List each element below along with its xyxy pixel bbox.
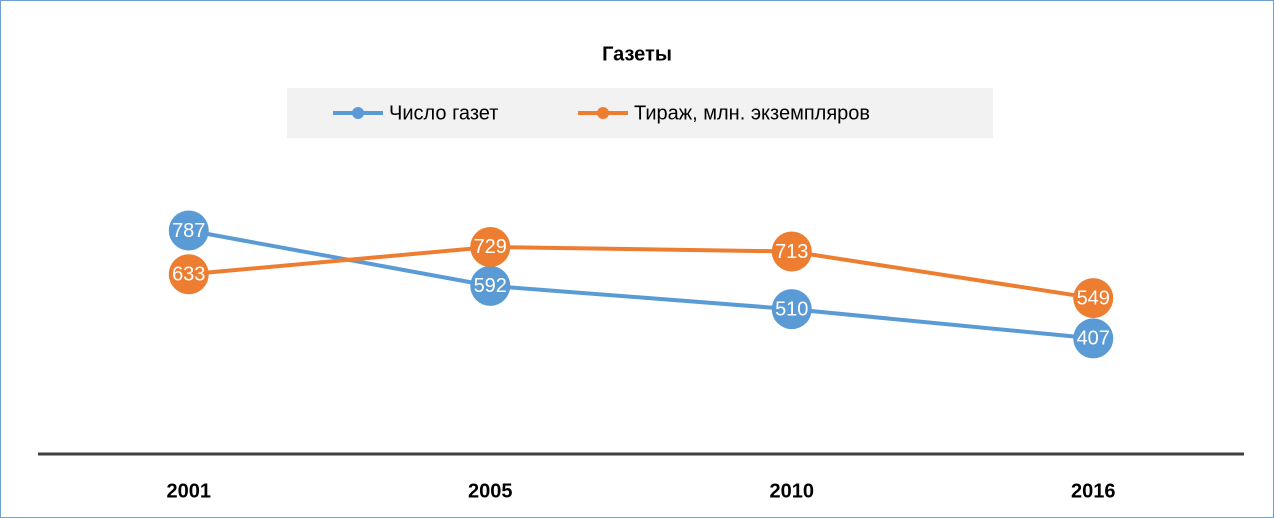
point-marker [1073, 318, 1114, 359]
data-label: 592 [474, 275, 507, 297]
legend-box [287, 88, 993, 138]
data-label: 787 [172, 220, 205, 242]
point-marker [1073, 278, 1114, 319]
legend-label: Тираж, млн. экземпляров [634, 102, 870, 124]
point-marker [771, 289, 812, 330]
series-line [188, 244, 1094, 301]
data-label: 510 [775, 298, 808, 320]
data-label: 713 [775, 241, 808, 263]
point-marker [470, 265, 511, 306]
x-tick-label: 2005 [468, 480, 513, 502]
data-label: 407 [1077, 328, 1110, 350]
data-label: 729 [474, 236, 507, 258]
legend-label: Число газет [389, 102, 498, 124]
series-line [188, 228, 1094, 341]
point-marker [168, 254, 209, 295]
data-label: 633 [172, 264, 205, 286]
x-tick-label: 2001 [167, 480, 212, 502]
x-tick-label: 2010 [770, 480, 815, 502]
legend-marker [597, 107, 609, 119]
legend-marker [352, 107, 364, 119]
point-marker [771, 231, 812, 272]
point-marker [168, 210, 209, 251]
point-marker [470, 226, 511, 267]
x-tick-label: 2016 [1071, 480, 1116, 502]
chart-title: Газеты [602, 43, 672, 65]
data-label: 549 [1077, 287, 1110, 309]
